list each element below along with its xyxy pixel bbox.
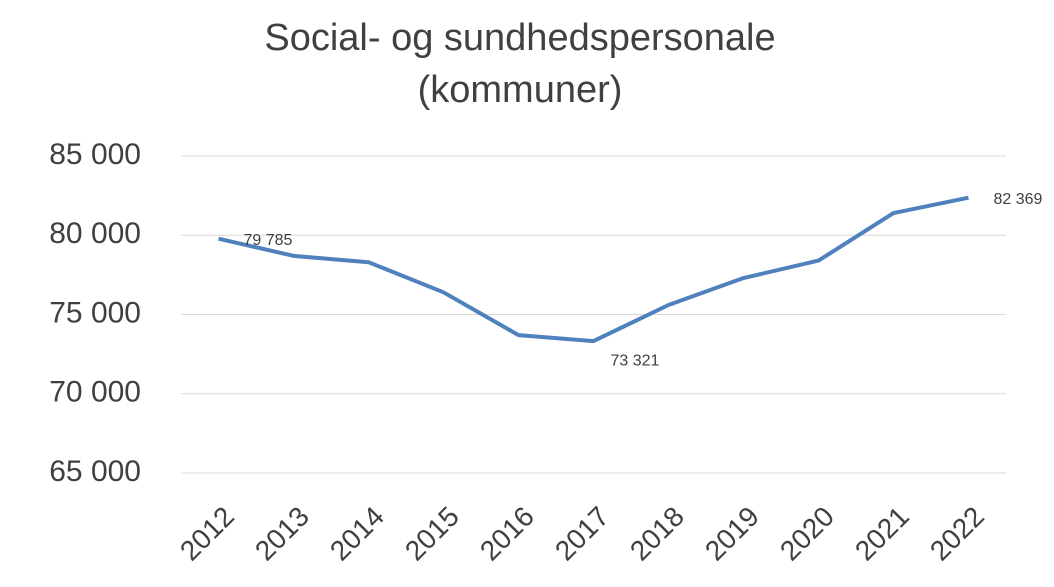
x-tick-label: 2016 bbox=[474, 501, 540, 567]
data-label: 82 369 bbox=[994, 191, 1043, 208]
y-tick-label: 65 000 bbox=[49, 455, 141, 488]
x-tick-label: 2014 bbox=[324, 501, 390, 567]
y-tick-label: 85 000 bbox=[49, 138, 141, 171]
y-tick-label: 70 000 bbox=[49, 376, 141, 409]
x-tick-label: 2012 bbox=[174, 501, 240, 567]
y-tick-label: 80 000 bbox=[49, 217, 141, 250]
x-tick-label: 2019 bbox=[699, 501, 765, 567]
x-tick-label: 2013 bbox=[249, 501, 315, 567]
x-tick-label: 2015 bbox=[399, 501, 465, 567]
chart-title: Social- og sundhedspersonale bbox=[264, 17, 775, 59]
y-tick-label: 75 000 bbox=[49, 296, 141, 329]
x-tick-label: 2021 bbox=[849, 501, 915, 567]
data-label: 73 321 bbox=[611, 352, 660, 369]
data-label: 79 785 bbox=[244, 232, 293, 249]
chart-title: (kommuner) bbox=[418, 69, 623, 111]
x-tick-label: 2020 bbox=[774, 501, 840, 567]
x-tick-label: 2018 bbox=[624, 501, 690, 567]
x-tick-label: 2017 bbox=[549, 501, 615, 567]
x-tick-label: 2022 bbox=[924, 501, 990, 567]
line bbox=[218, 195, 969, 344]
